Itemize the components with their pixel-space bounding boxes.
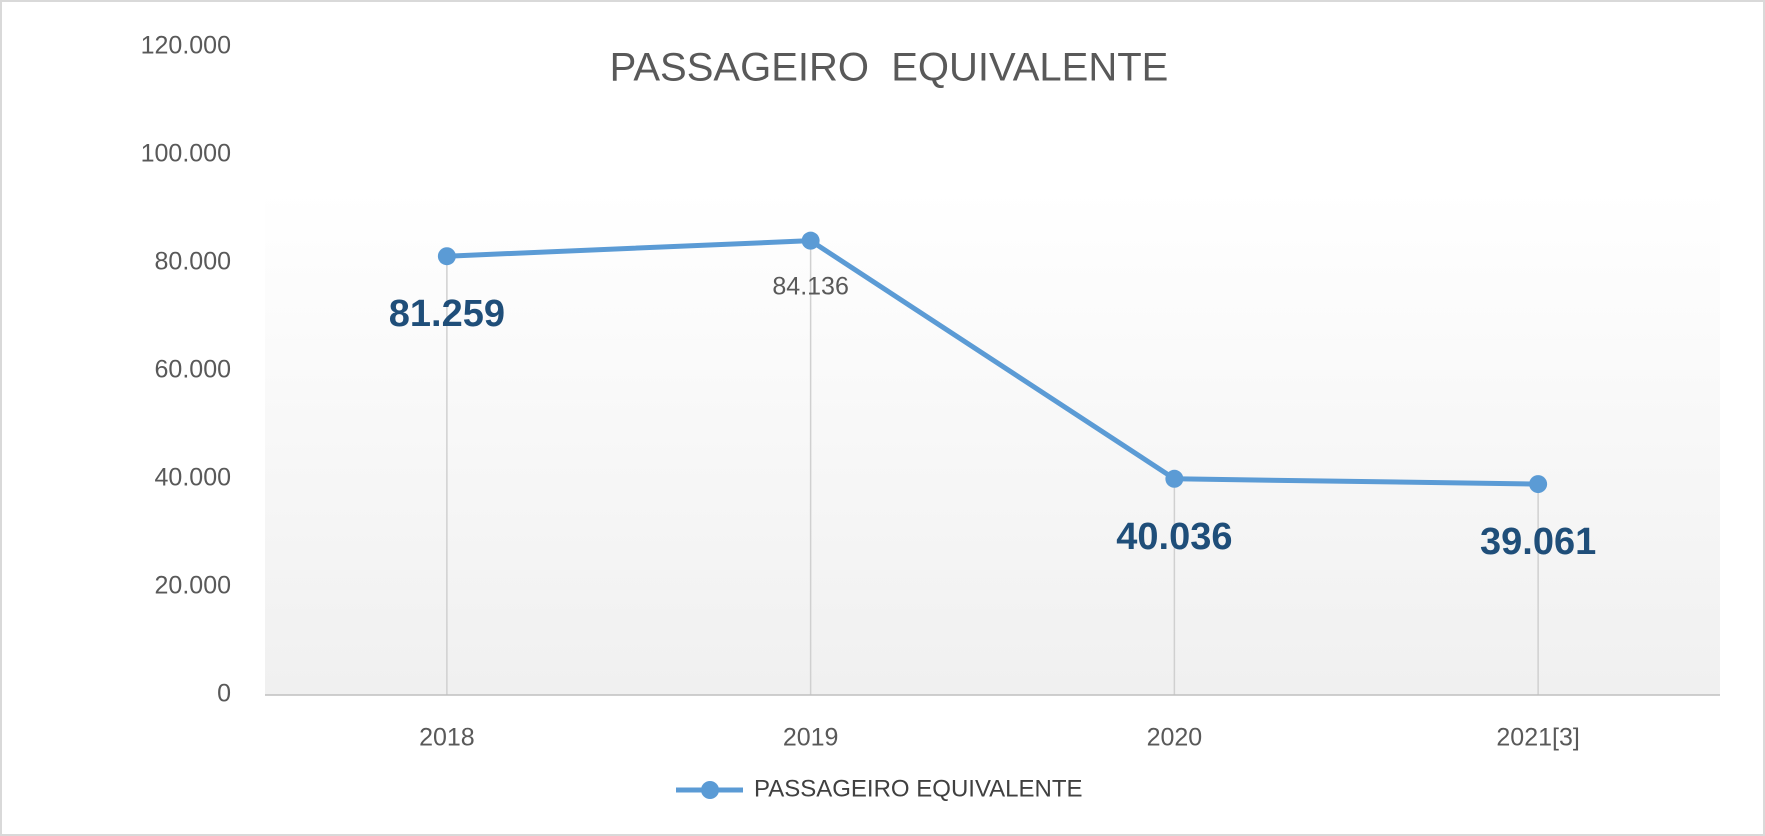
- x-tick-label: 2018: [419, 724, 475, 752]
- y-tick-label: 20.000: [155, 572, 231, 600]
- series-line: [446, 238, 1539, 487]
- y-tick-label: 0: [217, 680, 231, 708]
- data-label: 81.259: [389, 293, 505, 335]
- point: [1529, 475, 1548, 494]
- x-tick-label: 2021[3]: [1496, 724, 1579, 752]
- x-tick-label: 2020: [1147, 724, 1203, 752]
- y-tick-label: 100.000: [141, 140, 231, 168]
- y-tick-label: 60.000: [155, 356, 231, 384]
- y-tick-label: 80.000: [155, 248, 231, 276]
- data-label: 84.136: [772, 272, 848, 300]
- data-label: 39.061: [1480, 521, 1596, 563]
- y-tick-label: 120.000: [141, 32, 231, 60]
- point: [1165, 469, 1184, 488]
- legend-marker: [701, 781, 719, 799]
- data-label: 40.036: [1116, 516, 1232, 558]
- x-tick-label: 2019: [783, 724, 839, 752]
- chart-title: PASSAGEIRO EQUIVALENTE: [610, 46, 1169, 90]
- point: [437, 247, 456, 266]
- y-tick-label: 40.000: [155, 464, 231, 492]
- legend-label: PASSAGEIRO EQUIVALENTE: [754, 775, 1083, 802]
- point: [801, 231, 820, 250]
- plot-background: [265, 190, 1720, 695]
